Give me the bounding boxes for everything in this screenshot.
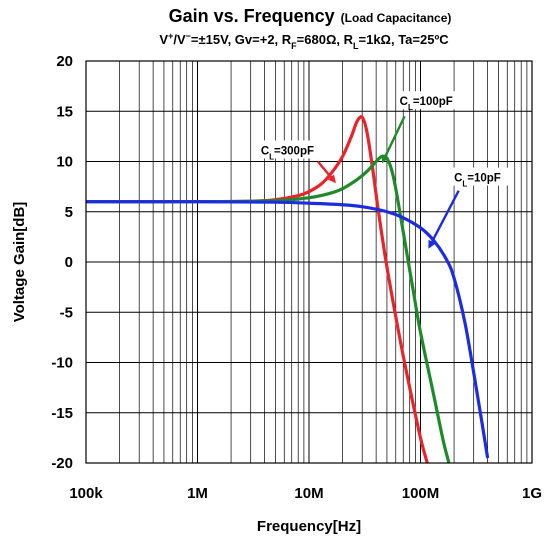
x-tick-label: 100M bbox=[402, 485, 440, 502]
chart-title-group: Gain vs. Frequency (Load Capacitance) V+/V… bbox=[159, 6, 451, 51]
x-tick-label: 100k bbox=[69, 485, 103, 502]
y-tick-label: -10 bbox=[51, 355, 73, 372]
annotation-label-bg bbox=[396, 91, 467, 110]
y-tick-label: -15 bbox=[51, 405, 73, 422]
annotation-label: CL=10pF bbox=[454, 173, 501, 189]
annotation-label-bg bbox=[451, 167, 514, 186]
annotations-layer: CL=300pF CL=100pF CL=10pF bbox=[257, 91, 514, 249]
plot-frame bbox=[85, 60, 533, 464]
annotation-label-bg bbox=[257, 140, 328, 159]
y-tick-label: 20 bbox=[56, 53, 73, 70]
y-axis-label: Voltage Gain[dB] bbox=[11, 202, 28, 323]
annotation-label: CL=300pF bbox=[261, 145, 314, 161]
x-tick-label: 1M bbox=[187, 485, 208, 502]
y-tick-label: -20 bbox=[51, 455, 73, 472]
y-tick-label: 10 bbox=[56, 154, 73, 171]
annotation-arrow bbox=[381, 115, 406, 164]
y-tick-label: 5 bbox=[65, 204, 73, 221]
x-axis-label: Frequency[Hz] bbox=[257, 518, 361, 535]
annotation-arrow bbox=[316, 160, 336, 184]
annotation-label: CL=100pF bbox=[400, 96, 453, 112]
x-tick-label: 10M bbox=[294, 485, 323, 502]
annotation-arrow bbox=[428, 190, 460, 249]
chart-title: Gain vs. Frequency (Load Capacitance) bbox=[169, 6, 452, 26]
axis-labels: Frequency[Hz] Voltage Gain[dB] bbox=[11, 202, 361, 535]
x-tick-label: 1G bbox=[522, 485, 542, 502]
y-tick-label: -5 bbox=[60, 304, 73, 321]
series-layer bbox=[85, 115, 490, 464]
series-line bbox=[85, 154, 451, 464]
y-tick-label: 0 bbox=[65, 254, 73, 271]
tick-labels: 100k 1M 10M 100M 1G 20 15 10 5 0 -5 -10 -15 -20 bbox=[51, 53, 542, 502]
y-tick-label: 15 bbox=[56, 103, 73, 120]
grid bbox=[85, 60, 532, 464]
series-line bbox=[85, 200, 490, 459]
chart-subtitle: V+/V−=±15V, Gv=+2, RF=680Ω, RL=1kΩ, Ta=2… bbox=[159, 31, 449, 51]
